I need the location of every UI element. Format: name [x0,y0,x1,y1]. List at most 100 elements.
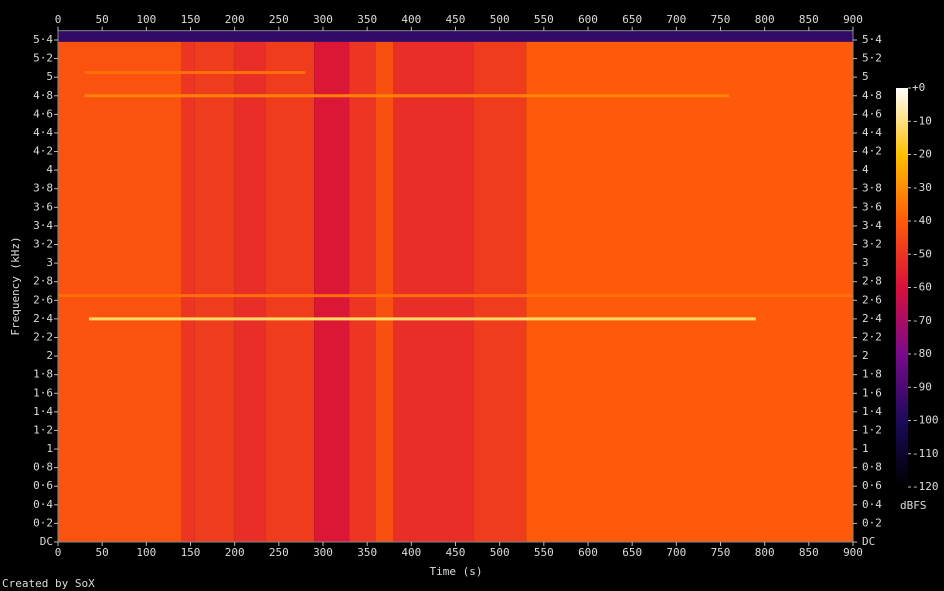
x-tick-label: 400 [401,13,421,26]
colorbar-tick-label: -80 [912,347,932,360]
y-tick-label: 2 [862,349,869,362]
y-tick-label: 0·6 [33,479,53,492]
y-tick-label: 4 [862,163,869,176]
x-tick-label: 800 [755,13,775,26]
y-tick-label: 1·8 [862,368,882,381]
y-tick-label: 3·2 [862,238,882,251]
y-tick-label: 0·8 [862,461,882,474]
y-tick-label: 2·4 [33,312,53,325]
spectrum-segment [473,30,527,542]
spectrum-segment [349,30,376,542]
y-tick-label: 1 [862,442,869,455]
colorbar-tick-label: +0 [912,81,925,94]
tone-line [58,294,853,298]
x-tick-label: 900 [843,546,863,559]
y-tick-label: 4 [46,163,53,176]
x-tick-label: 850 [799,13,819,26]
y-tick-label: 4·4 [862,126,882,139]
y-tick-label: 3·4 [33,219,53,232]
y-tick-label: 3 [46,256,53,269]
y-tick-label: 4·2 [33,145,53,158]
x-tick-label: 750 [711,13,731,26]
x-tick-label: 700 [666,546,686,559]
y-tick-label: 0·8 [33,461,53,474]
x-tick-label: 500 [490,13,510,26]
x-tick-label: 100 [136,546,156,559]
y-tick-label: 4·4 [33,126,53,139]
spectrum-segment [393,30,474,542]
colorbar-tick-label: -40 [912,214,932,227]
spectrum-segment [526,30,853,542]
colorbar-tick-label: -70 [912,314,932,327]
colorbar-tick-label: -20 [912,148,932,161]
x-tick-label: 700 [666,13,686,26]
colorbar-tick-label: -60 [912,281,932,294]
x-tick-label: 550 [534,13,554,26]
x-tick-label: 550 [534,546,554,559]
y-tick-label: DC [40,535,53,548]
colorbar-tick-label: -120 [912,480,939,493]
y-tick-label: 0·4 [862,498,882,511]
y-tick-label: 1 [46,442,53,455]
y-tick-label: 0·6 [862,479,882,492]
y-tick-label: 5·4 [33,33,53,46]
x-tick-label: 250 [269,546,289,559]
y-tick-label: 2·4 [862,312,882,325]
x-tick-label: 850 [799,546,819,559]
y-tick-label: 1·6 [862,386,882,399]
x-axis-label: Time (s) [430,565,483,578]
y-tick-label: 3·8 [862,182,882,195]
y-tick-label: 4·8 [33,89,53,102]
footer: Created by SoX [2,577,95,590]
x-tick-label: 150 [181,546,201,559]
x-tick-label: 300 [313,546,333,559]
y-tick-label: 3·6 [862,200,882,213]
x-tick-label: 200 [225,13,245,26]
rolloff-band [58,30,853,42]
x-tick-label: 500 [490,546,510,559]
x-tick-label: 350 [357,13,377,26]
colorbar-tick-label: -90 [912,380,932,393]
x-tick-label: 600 [578,13,598,26]
x-tick-label: 450 [446,546,466,559]
y-tick-label: 5 [46,70,53,83]
tone-line [84,94,730,98]
y-tick-label: 3·6 [33,200,53,213]
y-axis-label: Frequency (kHz) [9,236,22,335]
y-tick-label: 1·4 [33,405,53,418]
spectrum-segment [58,30,182,542]
y-tick-label: 3·8 [33,182,53,195]
x-tick-label: 450 [446,13,466,26]
y-tick-label: 5·2 [862,52,882,65]
y-tick-label: 2·2 [862,330,882,343]
spectrum-segment [194,30,235,542]
y-tick-label: 1·4 [862,405,882,418]
x-tick-label: 800 [755,546,775,559]
y-tick-label: 2·6 [33,293,53,306]
y-tick-label: 1·2 [862,423,882,436]
tone-line [84,71,306,75]
y-tick-label: DC [862,535,875,548]
x-tick-label: 650 [622,13,642,26]
y-tick-label: 0·4 [33,498,53,511]
y-tick-label: 2·6 [862,293,882,306]
x-tick-label: 400 [401,546,421,559]
x-tick-label: 100 [136,13,156,26]
y-tick-label: 4·2 [862,145,882,158]
y-tick-label: 2·2 [33,330,53,343]
y-tick-label: 5 [862,70,869,83]
spectrum-segment [376,30,394,542]
y-tick-label: 2 [46,349,53,362]
x-tick-label: 0 [55,546,62,559]
y-tick-label: 0·2 [862,516,882,529]
y-tick-label: 4·6 [862,107,882,120]
y-tick-label: 5·4 [862,33,882,46]
x-tick-label: 300 [313,13,333,26]
y-tick-label: 3·2 [33,238,53,251]
x-tick-label: 750 [711,546,731,559]
y-tick-label: 1·8 [33,368,53,381]
x-tick-label: 50 [96,13,109,26]
x-tick-label: 50 [96,546,109,559]
